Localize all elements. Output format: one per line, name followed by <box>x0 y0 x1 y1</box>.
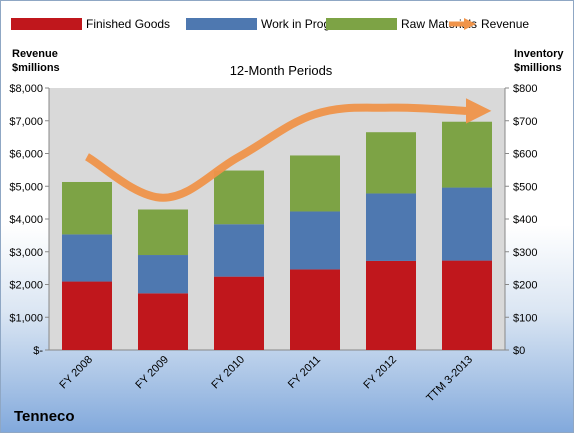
bar-raw-materials <box>214 170 264 225</box>
category-label: FY 2008 <box>57 354 95 392</box>
right-axis-tick-label: $300 <box>513 247 537 259</box>
left-axis-tick-label: $1,000 <box>9 312 43 324</box>
right-axis-title-line2: $millions <box>514 62 562 74</box>
bar-finished-goods <box>442 260 492 350</box>
plot-title: 12-Month Periods <box>230 63 333 78</box>
right-axis-tick-label: $0 <box>513 345 525 357</box>
bar-work-in-progress <box>62 234 112 282</box>
bar-work-in-progress <box>366 193 416 261</box>
right-axis-tick-label: $800 <box>513 83 537 95</box>
bar-work-in-progress <box>290 211 340 270</box>
left-axis-tick-label: $4,000 <box>9 214 43 226</box>
left-axis-tick-label: $3,000 <box>9 247 43 259</box>
right-axis-tick-label: $400 <box>513 214 537 226</box>
legend-revenue-arrowhead <box>464 18 476 30</box>
right-axis-tick-label: $600 <box>513 149 537 161</box>
right-axis-title-line1: Inventory <box>514 48 564 60</box>
left-axis-tick-label: $8,000 <box>9 83 43 95</box>
left-axis: $- $1,000 $2,000 $3,000 $4,000 $5,000 $6,000 $7… <box>9 83 50 357</box>
right-axis-tick-label: $100 <box>513 312 537 324</box>
bar-finished-goods <box>214 276 264 350</box>
legend-work-in-progress-swatch <box>186 18 257 30</box>
legend: Finished Goods Work in Progress Raw Materi… <box>11 17 529 31</box>
category-label: FY 2011 <box>286 354 323 391</box>
category-label: FY 2012 <box>361 354 399 392</box>
left-axis-tick-label: $7,000 <box>9 116 43 128</box>
legend-finished-goods-label: Finished Goods <box>86 17 170 31</box>
category-label: FY 2009 <box>133 354 171 392</box>
bar-work-in-progress <box>138 255 188 294</box>
line-series <box>84 98 492 202</box>
right-axis-tick-label: $700 <box>513 116 537 128</box>
right-axis: $0 $100 $200 $300 $400 $500 $600 $700 $800 <box>49 83 537 357</box>
bar-finished-goods <box>366 260 416 350</box>
legend-finished-goods-swatch <box>11 18 82 30</box>
company-name: Tenneco <box>14 408 75 425</box>
left-axis-title-line2: $millions <box>12 62 60 74</box>
legend-raw-materials-swatch <box>326 18 397 30</box>
bar-finished-goods <box>290 269 340 350</box>
bar-series <box>62 121 492 350</box>
bar-work-in-progress <box>442 187 492 261</box>
right-axis-tick-label: $500 <box>513 181 537 193</box>
plot-area <box>49 88 505 350</box>
bar-raw-materials <box>442 121 492 188</box>
left-axis-tick-label: $5,000 <box>9 181 43 193</box>
revenue-line <box>84 98 492 202</box>
left-axis-tick-label: $6,000 <box>9 149 43 161</box>
right-axis-tick-label: $200 <box>513 280 537 292</box>
category-axis: FY 2008 FY 2009 FY 2010 FY 2011 FY 2012 TTM 3… <box>57 354 475 405</box>
legend-raw-materials-label: Raw Materials <box>401 17 477 31</box>
bar-finished-goods <box>62 281 112 350</box>
bar-raw-materials <box>138 209 188 256</box>
bar-raw-materials <box>62 181 112 235</box>
bar-work-in-progress <box>214 224 264 277</box>
left-axis-tick-label: $- <box>33 345 43 357</box>
left-axis-tick-label: $2,000 <box>9 280 43 292</box>
category-label: TTM 3-2013 <box>424 354 475 405</box>
left-axis-title-line1: Revenue <box>12 48 58 60</box>
bar-raw-materials <box>290 155 340 212</box>
legend-revenue-label: Revenue <box>481 17 529 31</box>
bar-finished-goods <box>138 293 188 350</box>
bar-raw-materials <box>366 132 416 194</box>
category-label: FY 2010 <box>209 354 247 392</box>
